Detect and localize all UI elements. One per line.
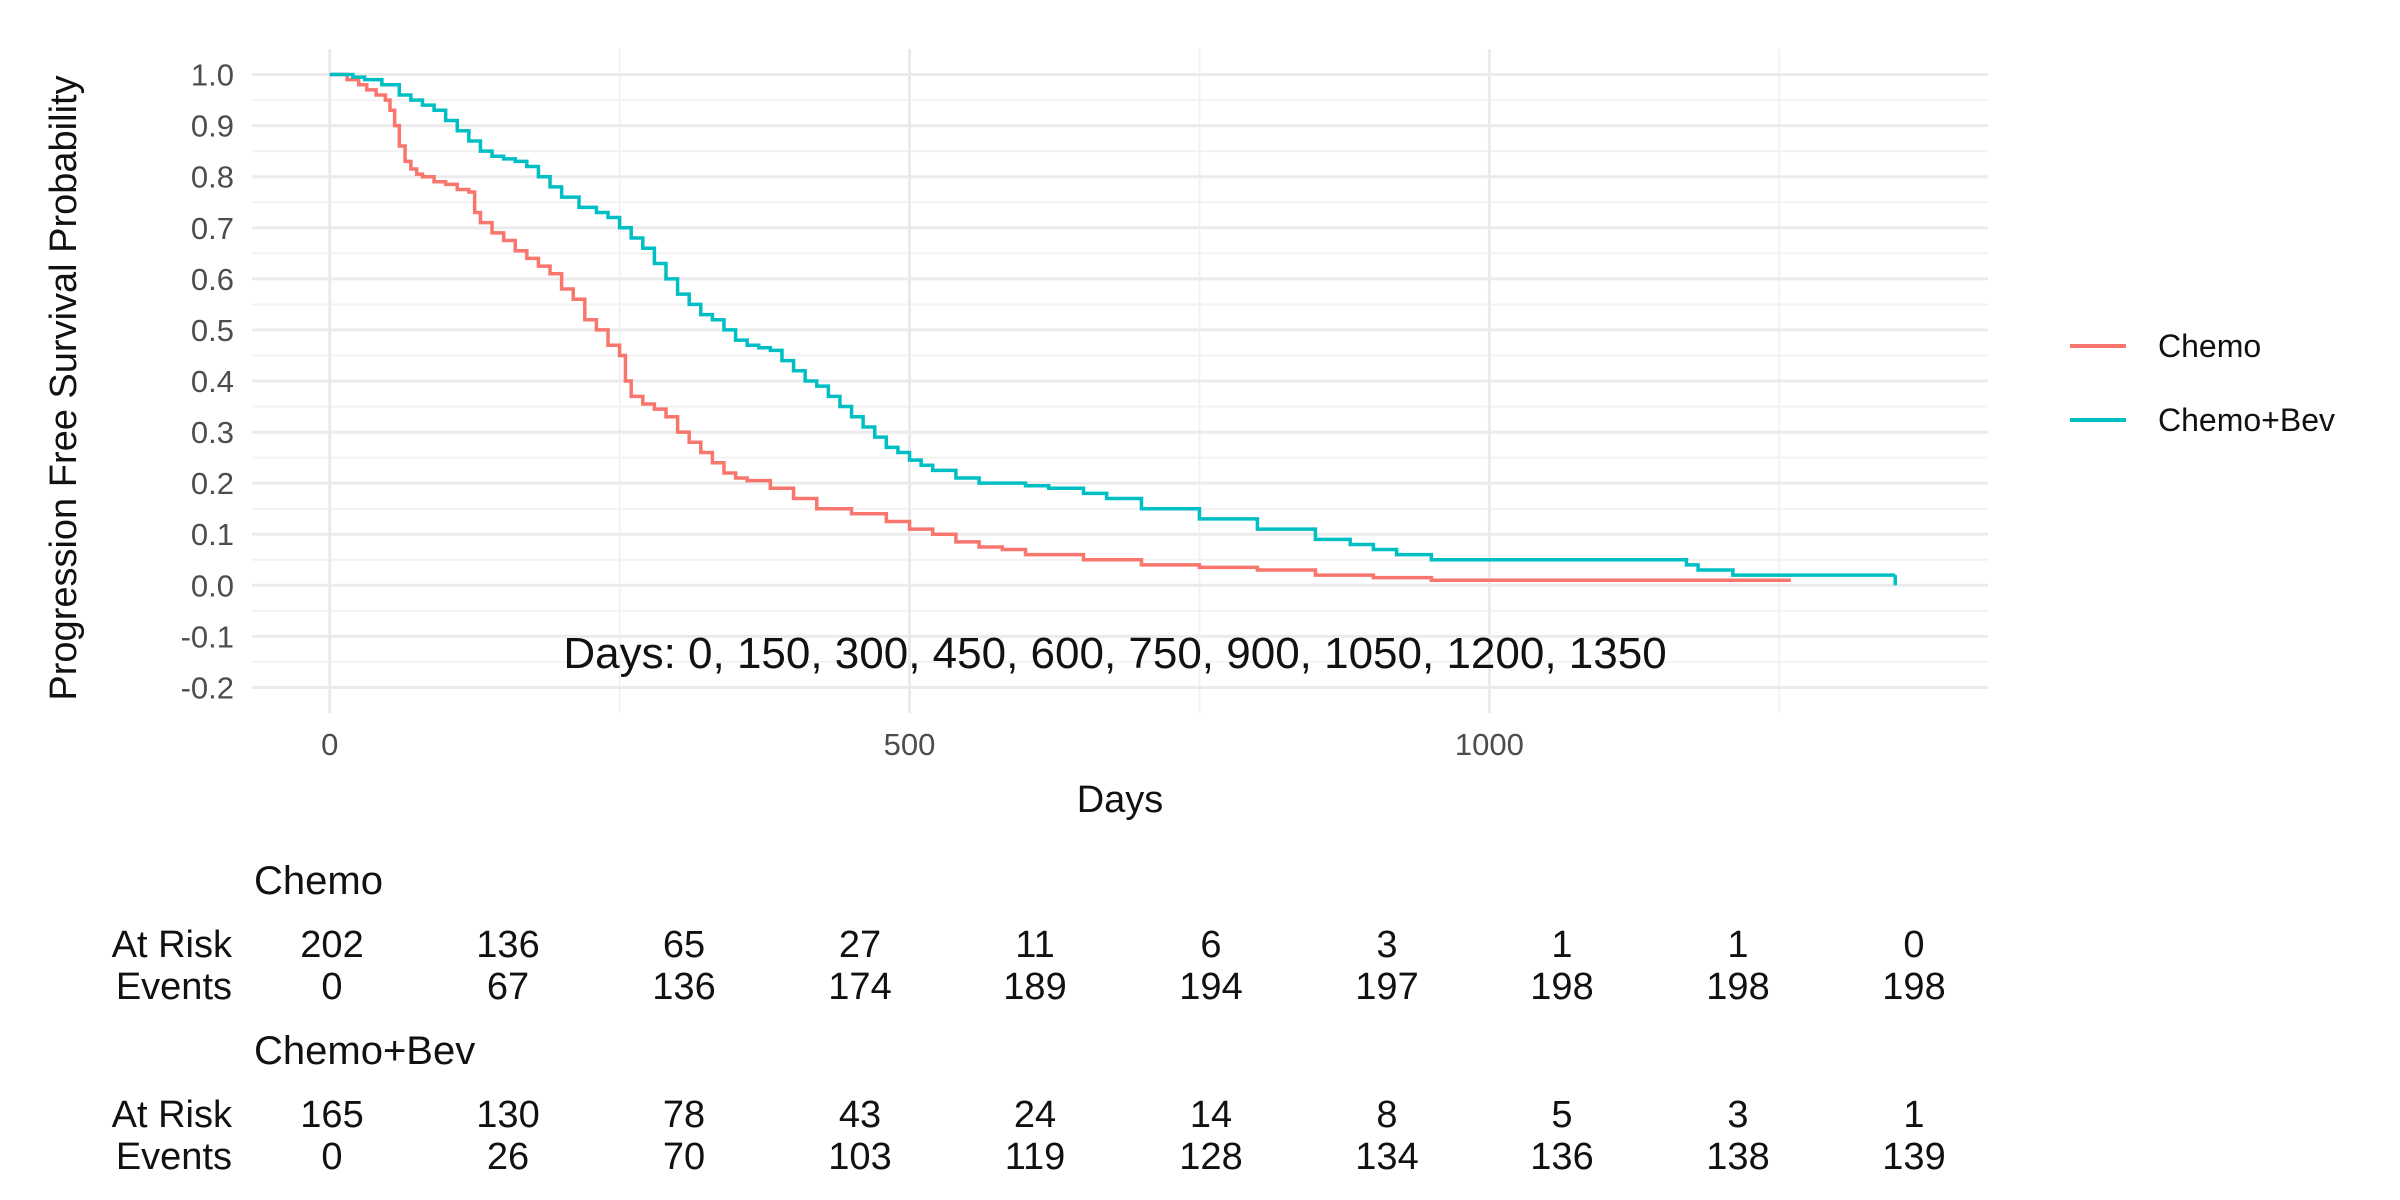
events-value: 136 (652, 966, 715, 1008)
at-risk-value: 6 (1200, 924, 1221, 966)
x-tick-label: 0 (321, 727, 338, 762)
y-tick-label: -0.1 (181, 619, 234, 654)
events-value: 174 (828, 966, 891, 1008)
legend-label: Chemo+Bev (2158, 402, 2335, 438)
grid (252, 49, 1988, 713)
at-risk-value: 136 (476, 924, 539, 966)
at-risk-value: 8 (1376, 1094, 1397, 1136)
y-tick-label: 0.8 (191, 160, 234, 195)
y-tick-label: 0.9 (191, 109, 234, 144)
events-value: 139 (1882, 1136, 1945, 1178)
at-risk-value: 78 (663, 1094, 705, 1136)
y-tick-label: 0.0 (191, 568, 234, 603)
legend: Chemo Chemo+Bev (2070, 328, 2335, 438)
at-risk-row-label: At Risk (112, 924, 233, 966)
at-risk-value: 130 (476, 1094, 539, 1136)
events-value: 70 (663, 1136, 705, 1178)
events-value: 198 (1530, 966, 1593, 1008)
events-value: 134 (1355, 1136, 1418, 1178)
events-value: 194 (1179, 966, 1242, 1008)
y-tick-label: 0.6 (191, 262, 234, 297)
events-row-label: Events (116, 1136, 232, 1178)
events-value: 103 (828, 1136, 891, 1178)
chart-annotation: Days: 0, 150, 300, 450, 600, 750, 900, 1… (563, 629, 1666, 678)
events-value: 136 (1530, 1136, 1593, 1178)
risk-group-title: Chemo (254, 859, 383, 903)
at-risk-value: 27 (839, 924, 881, 966)
events-row-label: Events (116, 966, 232, 1008)
risk-group-title: Chemo+Bev (254, 1029, 475, 1073)
at-risk-value: 5 (1551, 1094, 1572, 1136)
y-tick-label: 1.0 (191, 58, 234, 93)
y-tick-label: 0.3 (191, 415, 234, 450)
events-value: 128 (1179, 1136, 1242, 1178)
at-risk-value: 43 (839, 1094, 881, 1136)
series-line-chemo (329, 72, 1791, 582)
events-value: 119 (1005, 1136, 1066, 1178)
events-value: 197 (1355, 966, 1418, 1008)
at-risk-value: 14 (1190, 1094, 1232, 1136)
series-lines (329, 72, 1897, 586)
events-value: 67 (487, 966, 529, 1008)
y-axis-label: Progression Free Survival Probability (43, 75, 85, 700)
at-risk-value: 24 (1014, 1094, 1056, 1136)
events-value: 0 (321, 1136, 342, 1178)
at-risk-row-label: At Risk (112, 1094, 233, 1136)
y-tick-label: 0.1 (191, 517, 234, 552)
events-value: 198 (1706, 966, 1769, 1008)
events-value: 198 (1882, 966, 1945, 1008)
events-value: 138 (1706, 1136, 1769, 1178)
events-value: 189 (1003, 966, 1066, 1008)
at-risk-value: 1 (1903, 1094, 1924, 1136)
at-risk-value: 11 (1015, 924, 1054, 966)
x-tick-label: 1000 (1455, 727, 1524, 762)
at-risk-value: 0 (1903, 924, 1924, 966)
events-value: 26 (487, 1136, 529, 1178)
x-axis-label: Days (1077, 779, 1164, 821)
series-line-chemo-bev (329, 72, 1896, 577)
axis-ticks: -0.2 -0.1 0.0 0.1 0.2 0.3 0.4 0.5 0.6 0.7 0.8 0.9 1.… (181, 58, 1524, 762)
y-tick-label: 0.2 (191, 466, 234, 501)
y-tick-label: 0.7 (191, 211, 234, 246)
at-risk-value: 3 (1727, 1094, 1748, 1136)
legend-label: Chemo (2158, 328, 2261, 364)
at-risk-value: 165 (300, 1094, 363, 1136)
events-value: 0 (321, 966, 342, 1008)
at-risk-value: 1 (1551, 924, 1572, 966)
y-tick-label: 0.4 (191, 364, 234, 399)
x-tick-label: 500 (884, 727, 936, 762)
y-tick-label: -0.2 (181, 670, 234, 705)
at-risk-value: 202 (300, 924, 363, 966)
at-risk-value: 1 (1727, 924, 1748, 966)
y-tick-label: 0.5 (191, 313, 234, 348)
at-risk-value: 3 (1376, 924, 1397, 966)
at-risk-value: 65 (663, 924, 705, 966)
